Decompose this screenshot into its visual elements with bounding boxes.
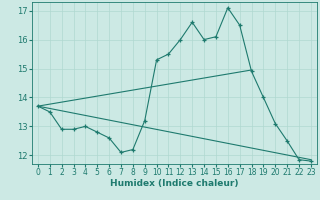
X-axis label: Humidex (Indice chaleur): Humidex (Indice chaleur): [110, 179, 239, 188]
